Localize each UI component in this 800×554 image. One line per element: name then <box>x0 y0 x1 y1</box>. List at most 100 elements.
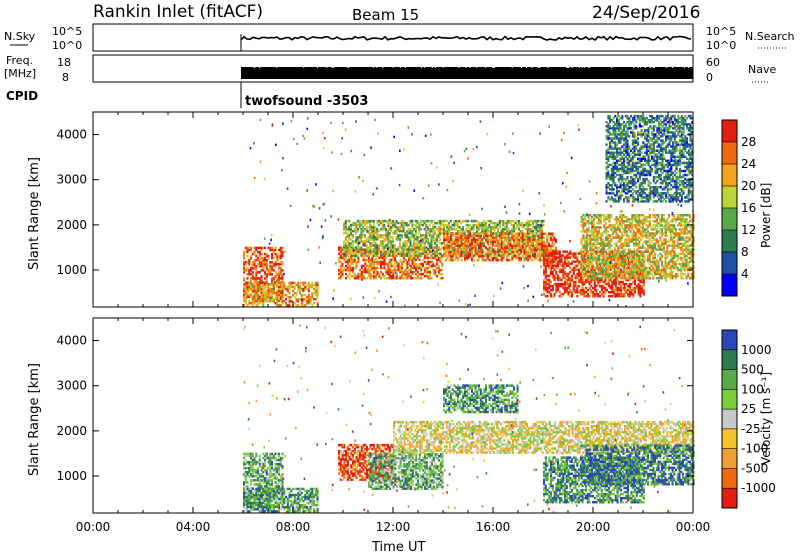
heatmap-cell <box>530 238 533 242</box>
heatmap-cell <box>619 216 622 219</box>
heatmap-cell <box>415 277 418 280</box>
heatmap-cell <box>394 266 397 270</box>
heatmap-cell <box>425 260 428 264</box>
heatmap-cell <box>404 272 407 276</box>
heatmap-cell <box>258 263 261 266</box>
heatmap-cell <box>530 228 533 231</box>
heatmap-cell <box>455 248 458 252</box>
heatmap-cell <box>430 219 433 223</box>
heatmap-cell <box>432 268 435 272</box>
heatmap-cell <box>348 264 351 268</box>
heatmap-cell <box>643 275 646 278</box>
heatmap-cell <box>406 234 409 237</box>
heatmap-cell <box>650 268 653 272</box>
heatmap-cell <box>609 278 612 282</box>
heatmap-cell <box>243 297 246 300</box>
heatmap-cell <box>355 248 358 251</box>
freq-tick-low: 8 <box>62 71 69 84</box>
heatmap-cell <box>387 268 390 272</box>
heatmap-cell <box>481 226 484 229</box>
heatmap-cell <box>534 244 537 248</box>
heatmap-cell <box>555 262 558 265</box>
heatmap-cell <box>367 246 370 249</box>
heatmap-cell <box>611 280 614 284</box>
heatmap-cell <box>404 234 407 237</box>
heatmap-cell <box>523 240 526 244</box>
heatmap-cell <box>558 258 561 261</box>
heatmap-cell <box>582 254 585 258</box>
heatmap-cell <box>279 261 282 264</box>
heatmap-cell <box>626 232 629 235</box>
heatmap-cell <box>567 278 570 282</box>
heatmap-cell <box>592 238 595 241</box>
heatmap-cell <box>352 254 355 258</box>
heatmap-cell <box>606 264 609 268</box>
heatmap-cell <box>372 244 375 247</box>
heatmap-cell <box>281 254 284 258</box>
heatmap-cell <box>425 234 428 237</box>
heatmap-cell <box>251 285 254 289</box>
heatmap-cell <box>258 279 261 282</box>
heatmap-cell <box>362 258 365 262</box>
heatmap-cell <box>585 270 588 274</box>
heatmap-cell <box>343 232 346 235</box>
heatmap-cell <box>423 256 426 260</box>
heatmap-cell <box>409 219 412 223</box>
heatmap-cell <box>462 226 465 229</box>
heatmap-cell <box>582 236 585 239</box>
heatmap-cell <box>355 254 358 257</box>
heatmap-cell <box>258 252 261 256</box>
heatmap-cell <box>634 286 637 290</box>
heatmap-cell <box>513 254 516 258</box>
heatmap-cell <box>564 262 567 265</box>
heatmap-cell <box>612 226 615 229</box>
heatmap-cell <box>362 250 365 253</box>
heatmap-cell <box>278 263 281 266</box>
heatmap-cell <box>355 223 358 227</box>
heatmap-cell <box>406 230 409 233</box>
heatmap-cell <box>502 242 505 246</box>
heatmap-cell <box>276 254 279 258</box>
heatmap-cell <box>622 262 625 266</box>
heatmap-cell <box>589 230 592 233</box>
heatmap-cell <box>539 256 542 260</box>
heatmap-cell <box>582 256 585 260</box>
heatmap-cell <box>603 216 606 219</box>
heatmap-cell <box>514 244 517 248</box>
heatmap-cell <box>357 272 360 276</box>
heatmap-cell <box>526 228 529 231</box>
heatmap-cell <box>622 260 625 264</box>
heatmap-cell <box>592 218 595 221</box>
heatmap-cell <box>364 266 367 270</box>
heatmap-cell <box>464 242 467 246</box>
heatmap-cell <box>399 240 402 243</box>
heatmap-cell <box>595 284 598 288</box>
heatmap-cell <box>581 284 584 288</box>
heatmap-cell <box>632 295 635 298</box>
heatmap-cell <box>415 272 418 276</box>
heatmap-cell <box>641 278 644 282</box>
heatmap-cell <box>527 250 530 254</box>
heatmap-cell <box>639 278 642 282</box>
heatmap-cell <box>624 216 627 219</box>
heatmap-cell <box>430 228 433 231</box>
heatmap-cell <box>601 214 604 217</box>
heatmap-cell <box>564 276 567 280</box>
heatmap-cell <box>520 256 523 260</box>
heatmap-cell <box>546 274 549 278</box>
heatmap-cell <box>616 278 619 282</box>
heatmap-cell <box>565 256 568 259</box>
heatmap-cell <box>544 270 547 274</box>
heatmap-cell <box>485 232 488 235</box>
heatmap-cell <box>543 256 546 259</box>
heatmap-cell <box>462 219 465 223</box>
heatmap-cell <box>300 300 303 303</box>
heatmap-cell <box>313 291 316 295</box>
heatmap-cell <box>592 220 595 223</box>
heatmap-cell <box>611 286 614 290</box>
heatmap-cell <box>436 275 439 278</box>
heatmap-cell <box>372 232 375 235</box>
heatmap-cell <box>543 282 546 286</box>
heatmap-cell <box>430 240 433 243</box>
heatmap-cell <box>451 258 454 262</box>
